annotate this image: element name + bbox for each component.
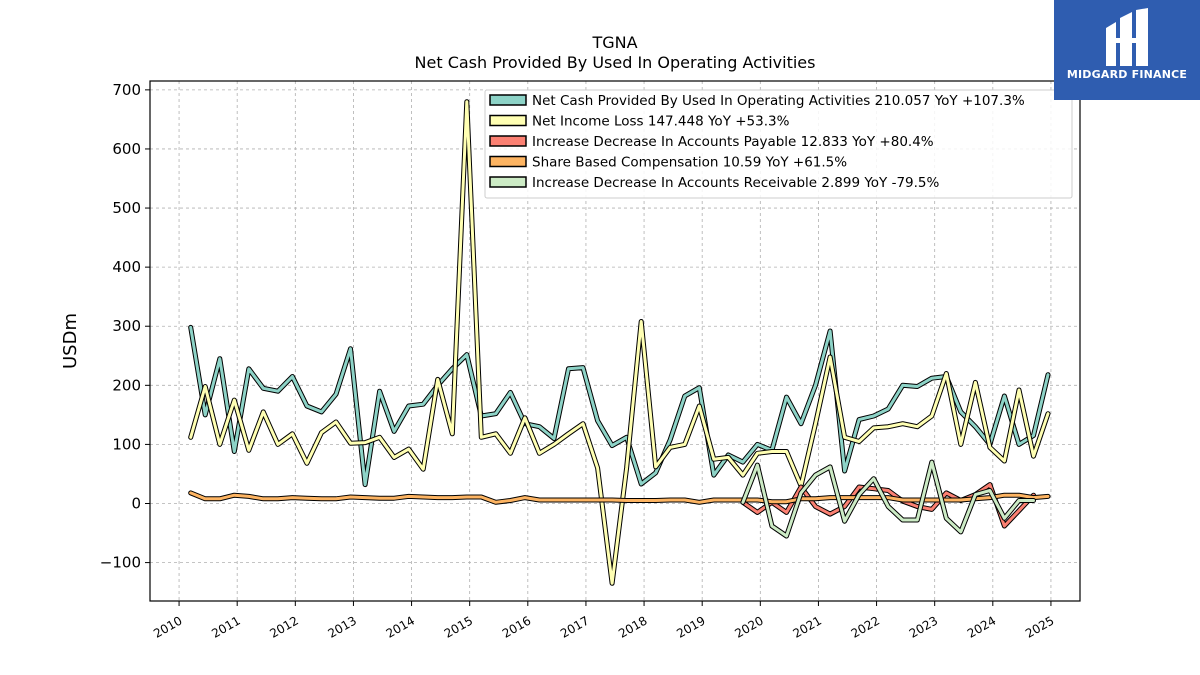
legend-box <box>484 89 1073 199</box>
y-tick-label: 200 <box>112 376 141 394</box>
series-line-net-income-loss <box>189 100 1050 585</box>
legend: Net Cash Provided By Used In Operating A… <box>484 89 1073 199</box>
y-tick-label: 400 <box>112 258 141 276</box>
series-line-net-cash-provided-by-used-in-operating-activities <box>189 325 1050 487</box>
plot-frame <box>149 80 1081 602</box>
x-tick-label: 2015 <box>442 613 475 640</box>
x-tick-label: 2018 <box>616 613 649 640</box>
series-line-increase-decrease-in-accounts-payable <box>741 483 1035 528</box>
brand-mark-icon <box>1106 8 1148 66</box>
x-tick-label: 2021 <box>790 613 823 640</box>
x-tick-label: 2024 <box>965 613 998 640</box>
legend-label: Increase Decrease In Accounts Receivable… <box>532 175 940 191</box>
brand-name: MIDGARD FINANCE <box>1066 68 1188 81</box>
x-tick-label: 2011 <box>209 613 242 640</box>
legend-label: Net Income Loss 147.448 YoY +53.3% <box>532 114 790 130</box>
legend-swatch <box>489 135 527 147</box>
series-lines <box>188 99 1051 586</box>
x-tick-label: 2016 <box>500 613 533 640</box>
x-tick-label: 2019 <box>674 613 707 640</box>
legend-swatch <box>489 114 527 127</box>
y-tick-label: 100 <box>112 435 141 453</box>
y-tick-label: 700 <box>112 81 141 99</box>
x-tick-label: 2025 <box>1023 613 1056 640</box>
legend-label: Share Based Compensation 10.59 YoY +61.5… <box>532 155 847 171</box>
x-tick-label: 2020 <box>732 613 765 640</box>
y-axis-label: USDm <box>60 313 81 369</box>
series-line-increase-decrease-in-accounts-receivable <box>741 460 1035 538</box>
chart-title: TGNA <box>591 33 637 52</box>
x-tick-label: 2023 <box>907 613 940 640</box>
legend-label: Net Cash Provided By Used In Operating A… <box>532 93 1025 109</box>
legend-swatch <box>489 155 527 168</box>
x-tick-label: 2022 <box>849 613 882 640</box>
x-tick-label: 2010 <box>151 613 184 640</box>
legend-label: Increase Decrease In Accounts Payable 12… <box>532 134 934 150</box>
series-line-share-based-compensation <box>189 491 1050 504</box>
series-outline-net-cash-provided-by-used-in-operating-activities <box>188 324 1051 488</box>
x-tick-label: 2012 <box>267 613 300 640</box>
y-tick-label: 0 <box>131 495 141 513</box>
x-tick-label: 2013 <box>325 613 358 640</box>
legend-swatch <box>489 94 527 106</box>
legend-swatch <box>489 176 527 188</box>
chart-subtitle: Net Cash Provided By Used In Operating A… <box>415 53 816 72</box>
x-tick-label: 2017 <box>558 613 591 640</box>
y-tick-label: −100 <box>100 554 141 572</box>
x-tick-label: 2014 <box>384 613 417 640</box>
y-tick-label: 500 <box>112 199 141 217</box>
y-tick-label: 600 <box>112 140 141 158</box>
y-tick-label: 300 <box>112 317 141 335</box>
brand-logo: MIDGARD FINANCE <box>1054 0 1200 100</box>
